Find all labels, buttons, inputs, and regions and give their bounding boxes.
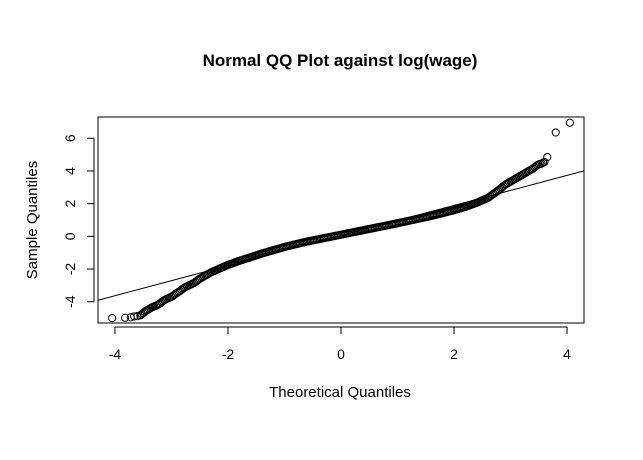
- data-point: [130, 312, 139, 321]
- data-point: [108, 314, 117, 323]
- data-point: [538, 158, 548, 167]
- x-tick-label: -4: [109, 346, 122, 362]
- x-axis-title: Theoretical Quantiles: [269, 384, 411, 401]
- data-point: [170, 290, 179, 299]
- data-point: [543, 152, 552, 162]
- x-tick-label: 4: [563, 346, 571, 362]
- x-tick-label: 2: [450, 346, 458, 362]
- reference-line: [97, 170, 585, 301]
- y-axis: -4 -2 0 2 4 6: [62, 134, 95, 308]
- data-point: [540, 157, 549, 167]
- data-point: [121, 313, 130, 322]
- y-tick-label: -4: [62, 295, 78, 308]
- plot-frame: [97, 116, 585, 324]
- data-points: [108, 118, 574, 323]
- data-point: [551, 128, 560, 137]
- y-tick-label: 0: [62, 232, 78, 240]
- y-tick-label: -2: [62, 263, 78, 276]
- plot-area: [97, 118, 585, 323]
- data-point: [192, 276, 201, 285]
- data-point: [486, 191, 495, 200]
- y-axis-title: Sample Quantiles: [24, 161, 41, 279]
- x-axis: -4 -2 0 2 4: [109, 326, 571, 362]
- data-point: [499, 181, 508, 191]
- x-tick-label: 0: [337, 346, 345, 362]
- y-tick-label: 6: [62, 134, 78, 142]
- y-tick-label: 2: [62, 200, 78, 208]
- x-tick-label: -2: [222, 346, 235, 362]
- data-point: [488, 190, 497, 199]
- data-point: [565, 118, 574, 127]
- y-tick-label: 4: [62, 167, 78, 175]
- chart-title: Normal QQ Plot against log(wage): [203, 51, 478, 70]
